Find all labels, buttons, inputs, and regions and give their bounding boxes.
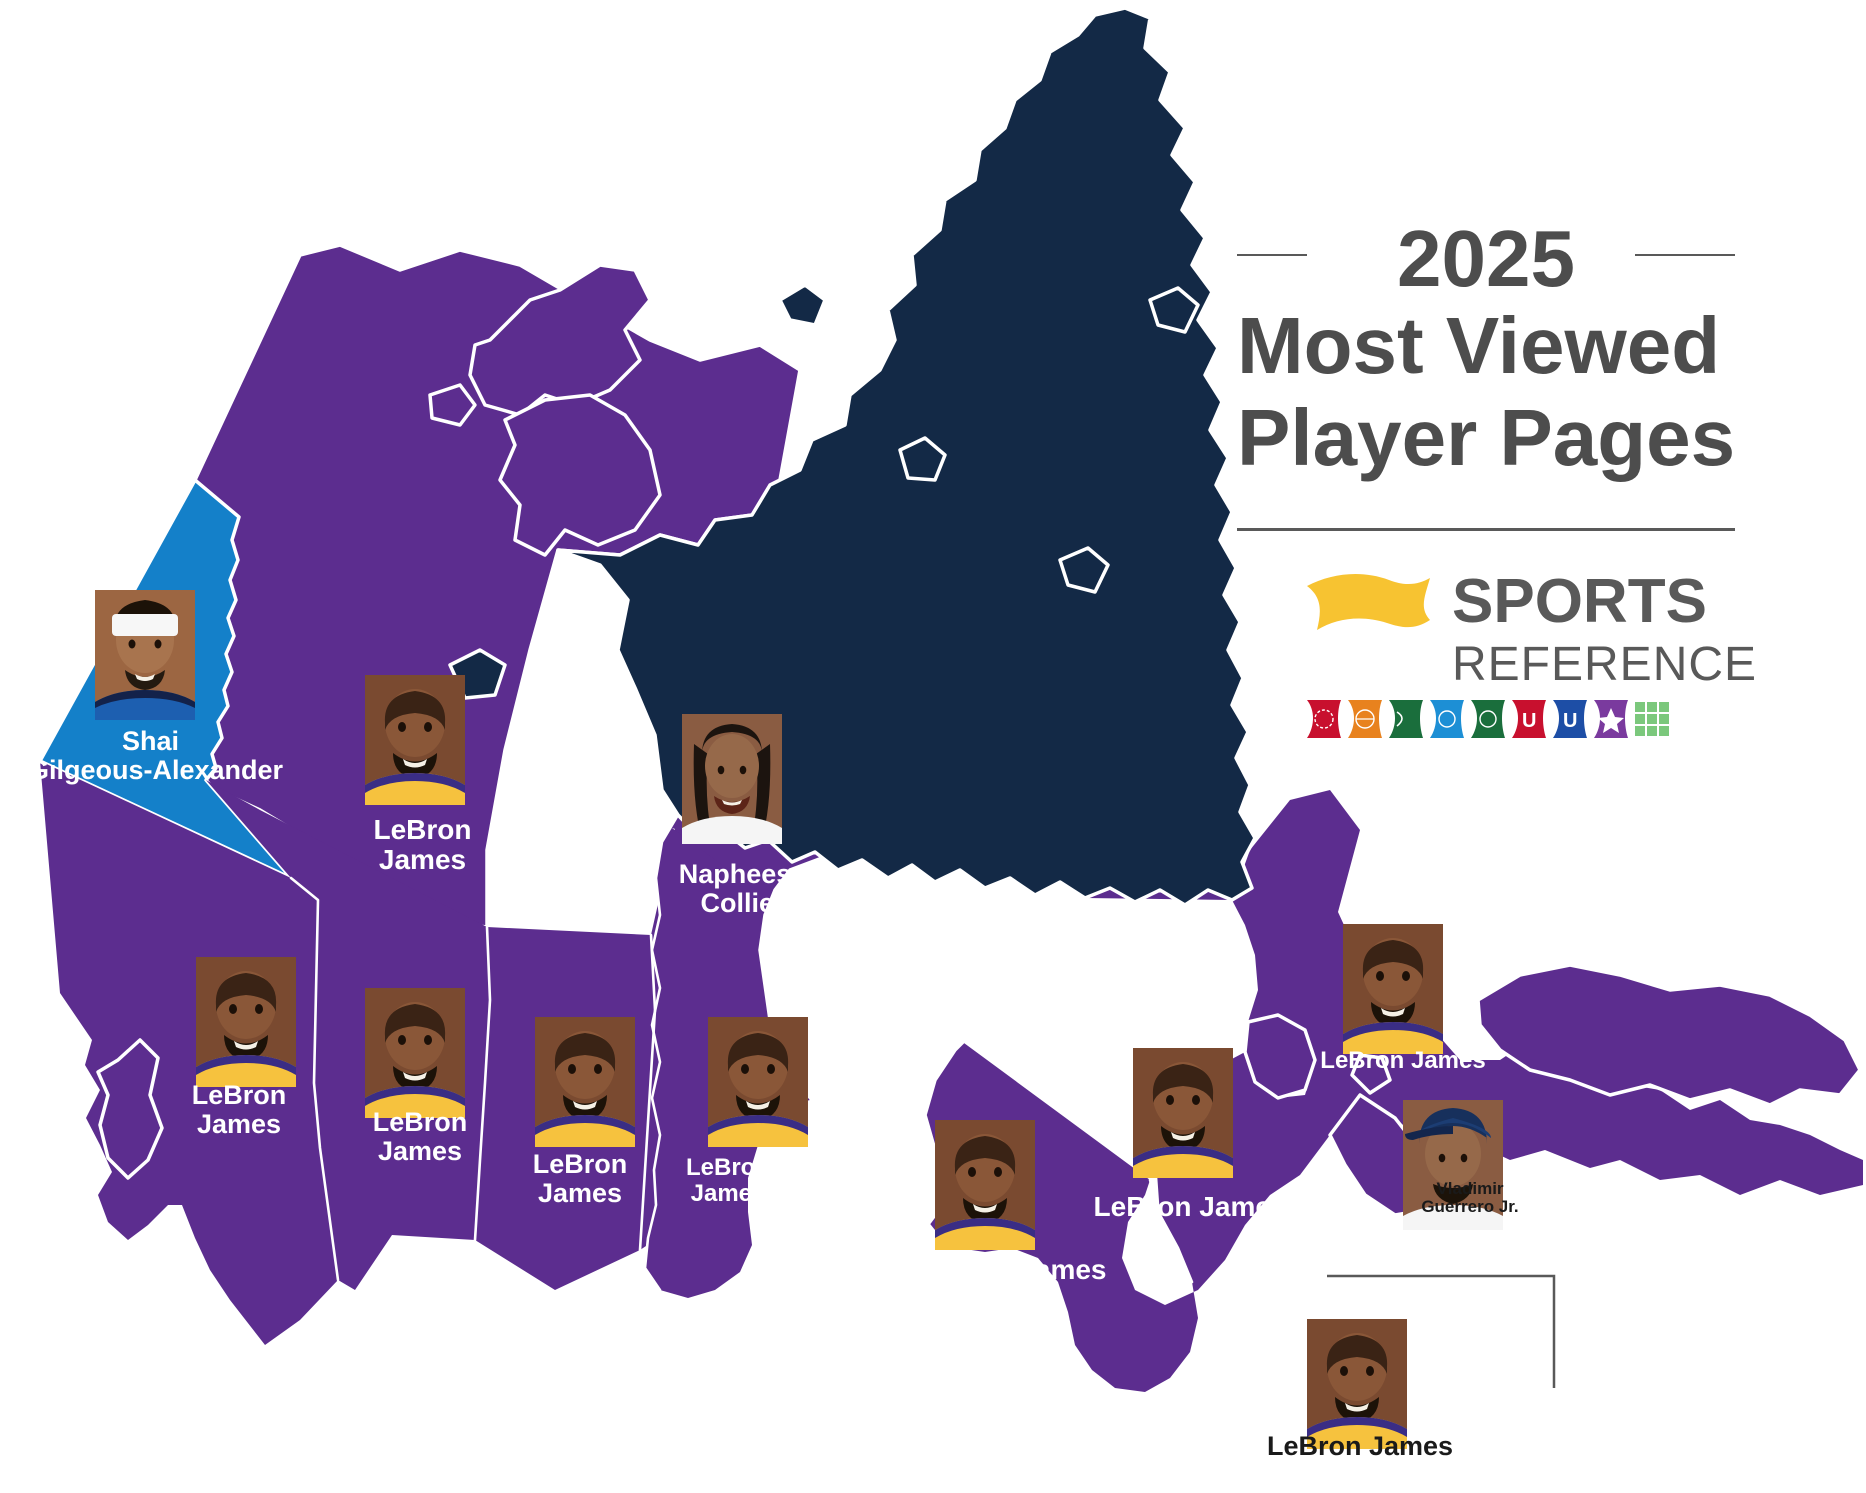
svg-text:U: U	[1563, 710, 1577, 732]
svg-text:U: U	[1522, 710, 1536, 732]
